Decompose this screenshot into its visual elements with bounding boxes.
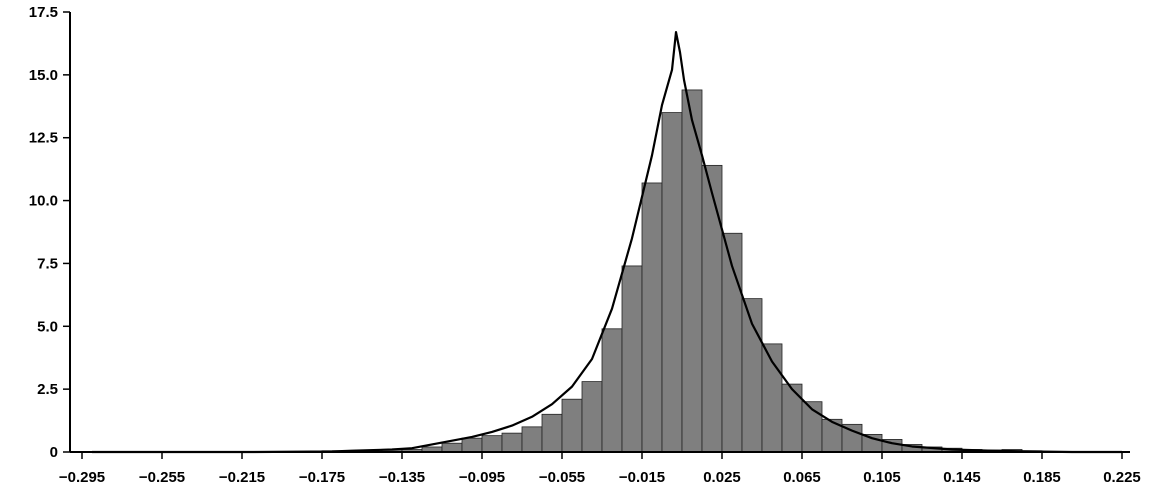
- y-tick-label: 0: [50, 444, 58, 461]
- y-tick-label: 12.5: [29, 130, 58, 147]
- y-tick-label: 2.5: [37, 381, 58, 398]
- x-tick-label: −0.095: [459, 469, 505, 486]
- y-axis-ticks: 0 2.5 5.0 7.5 10.0 12.5 15.0 17.5: [29, 4, 70, 461]
- histogram-bar: [701, 164, 723, 453]
- x-tick-label: −0.015: [619, 469, 665, 486]
- x-tick-label: 0.025: [703, 469, 741, 486]
- histogram-bar: [641, 182, 663, 453]
- histogram-bars: [321, 89, 1043, 453]
- histogram-bar: [781, 383, 803, 453]
- x-tick-label: −0.255: [139, 469, 185, 486]
- histogram-bar: [661, 112, 683, 453]
- histogram-bar: [541, 413, 563, 453]
- y-tick-label: 17.5: [29, 4, 58, 21]
- x-tick-label: 0.105: [863, 469, 901, 486]
- x-axis-ticks: −0.295 −0.255 −0.215 −0.175 −0.135 −0.095 −0.0…: [59, 452, 1141, 486]
- histogram-bar: [521, 426, 543, 453]
- histogram-bar: [461, 437, 483, 453]
- histogram-bar: [481, 435, 503, 453]
- x-tick-label: −0.175: [299, 469, 345, 486]
- x-tick-label: −0.055: [539, 469, 585, 486]
- x-tick-label: 0.225: [1103, 469, 1141, 486]
- histogram-bar: [501, 432, 523, 453]
- x-tick-label: −0.215: [219, 469, 265, 486]
- x-tick-label: −0.135: [379, 469, 425, 486]
- y-tick-label: 15.0: [29, 67, 58, 84]
- y-tick-label: 7.5: [37, 255, 58, 272]
- histogram-bar: [621, 265, 643, 453]
- x-tick-label: 0.145: [943, 469, 981, 486]
- y-tick-label: 10.0: [29, 193, 58, 210]
- x-tick-label: 0.065: [783, 469, 821, 486]
- x-tick-label: 0.185: [1023, 469, 1061, 486]
- histogram-bar: [581, 381, 603, 453]
- histogram-bar: [561, 398, 583, 453]
- histogram-bar: [441, 442, 463, 453]
- x-tick-label: −0.295: [59, 469, 105, 486]
- density-line: [92, 31, 1122, 454]
- histogram-bar: [601, 328, 623, 453]
- y-tick-label: 5.0: [37, 318, 58, 335]
